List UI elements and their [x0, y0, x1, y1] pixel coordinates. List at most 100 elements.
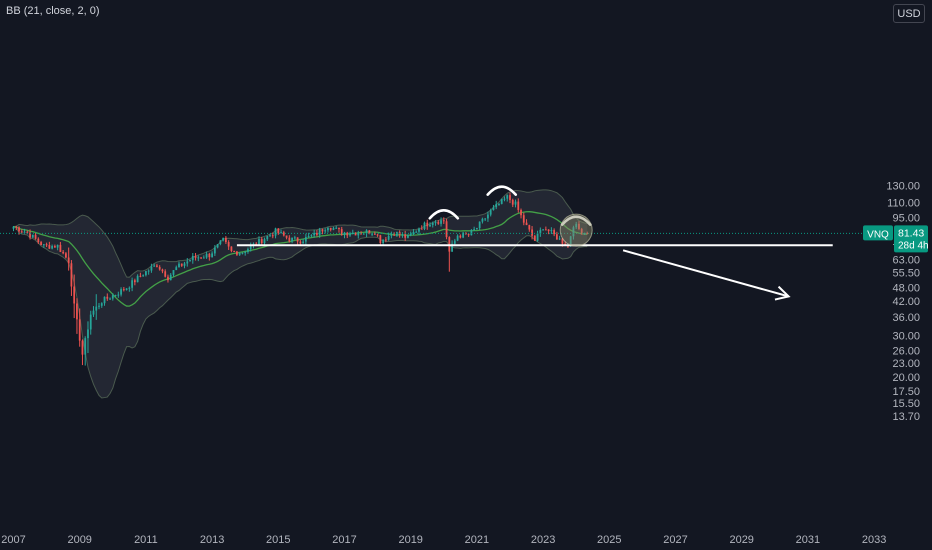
candle — [578, 223, 580, 229]
candle — [533, 235, 536, 241]
price-tick: 13.70 — [892, 411, 920, 423]
candle — [172, 270, 175, 275]
shoulder-arc[interactable] — [428, 209, 460, 220]
candle — [544, 229, 547, 231]
candle — [224, 237, 227, 243]
candle — [376, 234, 379, 236]
highlight-circle[interactable] — [559, 213, 593, 247]
time-tick: 2023 — [531, 534, 555, 546]
time-tick: 2011 — [134, 534, 158, 546]
candle — [351, 232, 354, 235]
candle — [98, 305, 100, 307]
trend-arrow[interactable] — [622, 249, 789, 298]
symbol-tag — [863, 225, 893, 241]
candle — [313, 232, 316, 236]
candle — [434, 222, 437, 224]
candle — [547, 229, 550, 232]
candle — [445, 221, 448, 238]
time-tick: 2033 — [862, 534, 886, 546]
candle — [145, 271, 147, 276]
candle — [511, 199, 514, 205]
currency-button[interactable]: USD — [893, 4, 925, 23]
candle — [302, 241, 305, 244]
candle — [503, 198, 506, 200]
candle — [213, 247, 216, 254]
candle — [274, 228, 277, 236]
candle — [542, 229, 544, 231]
candle — [506, 195, 509, 199]
candle — [580, 228, 583, 235]
candle — [456, 235, 459, 241]
candle — [379, 235, 382, 244]
candle — [12, 226, 15, 229]
candle — [555, 234, 558, 240]
candle — [180, 263, 183, 266]
candles — [0, 192, 862, 366]
candle — [95, 306, 98, 311]
candle — [365, 230, 368, 234]
candle — [420, 228, 423, 230]
candle — [109, 298, 111, 300]
candle — [89, 314, 92, 330]
price-axis[interactable]: 130.00110.0095.0071.0063.0055.5048.0042.… — [886, 180, 920, 422]
indicator-label[interactable]: BB (21, close, 2, 0) — [6, 5, 100, 17]
price-tick: 23.00 — [892, 358, 920, 370]
candle — [266, 236, 269, 240]
candle — [260, 239, 263, 244]
candle — [15, 226, 18, 228]
candle — [53, 245, 56, 248]
candle — [67, 257, 70, 264]
candle — [186, 261, 189, 264]
candle — [249, 245, 252, 250]
candle — [277, 228, 280, 234]
price-tick: 20.00 — [892, 372, 920, 384]
candle — [269, 235, 271, 237]
candle — [487, 214, 489, 219]
candle — [76, 303, 78, 320]
candle — [103, 296, 106, 304]
candle — [382, 239, 385, 244]
candle — [553, 230, 556, 235]
candle — [360, 233, 362, 235]
candle — [37, 238, 40, 243]
candle — [197, 257, 200, 259]
candle — [354, 232, 357, 236]
candle — [70, 263, 73, 287]
shoulder-arc[interactable] — [486, 185, 518, 196]
price-tick: 42.00 — [892, 296, 920, 308]
candle — [418, 228, 420, 232]
candle — [100, 303, 103, 306]
time-tick: 2021 — [465, 534, 489, 546]
candle — [169, 274, 172, 281]
price-tick: 17.50 — [892, 386, 920, 398]
candle — [481, 218, 484, 222]
candle — [183, 263, 186, 266]
candle — [387, 235, 390, 240]
candle — [227, 242, 230, 247]
shoulder-arc[interactable] — [560, 215, 592, 226]
candle — [478, 221, 481, 229]
candle — [517, 201, 520, 210]
time-axis[interactable]: 2007 2009 2011 2013 2015 2017 2019 2021 2023 2025… — [1, 534, 886, 546]
price-tick: 63.00 — [892, 255, 920, 267]
candle — [282, 232, 285, 236]
candle — [280, 232, 282, 234]
price-tick: 15.50 — [892, 398, 920, 410]
time-tick: 2007 — [1, 534, 25, 546]
candle — [476, 228, 478, 230]
candle — [536, 233, 539, 241]
candle — [569, 236, 572, 246]
candle — [244, 251, 247, 253]
candle — [384, 239, 387, 241]
candle — [437, 222, 440, 224]
band-fill — [13, 189, 588, 399]
candle — [423, 222, 426, 230]
candle — [131, 280, 134, 288]
candle — [500, 198, 503, 204]
candle — [316, 232, 318, 235]
time-tick: 2015 — [266, 534, 290, 546]
time-tick: 2031 — [796, 534, 820, 546]
candle — [340, 229, 343, 235]
price-tick: 26.00 — [892, 345, 920, 357]
